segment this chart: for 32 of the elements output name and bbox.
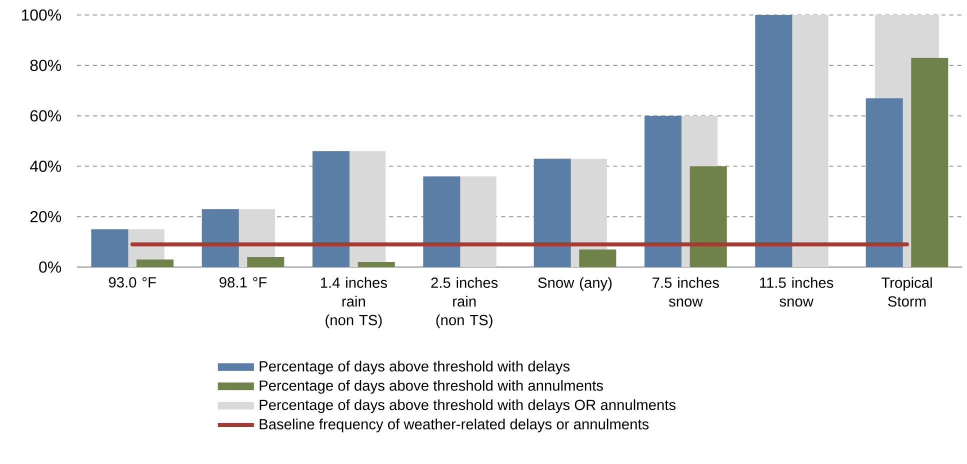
x-tick-label: Tropical Storm [882,277,932,307]
x-tick-label: 1.4 inches rain (non TS) [320,277,387,328]
y-tick-label: 0% [39,261,62,273]
bar [423,176,460,268]
legend-label: Percentage of days above threshold with annulments [260,380,603,394]
bar [312,151,350,268]
y-tick-label: 60% [30,110,62,122]
y-tick-label: 80% [30,60,62,71]
bar [755,14,792,268]
bar [91,229,128,268]
bar [690,166,727,268]
legend-label: Percentage of days above threshold with delays OR annulments [260,399,676,413]
bar [358,262,395,268]
legend-label: Percentage of days above threshold with delays [260,360,570,374]
x-tick-label: 11.5 inches snow [760,277,834,307]
x-tick-label: 2.5 inches rain (non TS) [431,277,498,328]
y-tick-label: 20% [30,210,62,222]
bar [136,259,174,268]
x-tick-label: 98.1 °F [220,277,267,288]
bar [579,249,616,268]
y-tick-label: 100% [22,9,62,21]
bar [202,209,239,268]
bar [534,158,571,268]
legend-label: Baseline frequency of weather-related delays or annulments [260,418,649,432]
bar [866,98,903,268]
y-tick-label: 40% [30,160,62,172]
x-tick-label: Snow (any) [538,277,612,291]
x-tick-label: 93.0 °F [108,277,156,288]
bar [911,58,948,268]
x-tick-label: 7.5 inches snow [652,277,719,307]
bar [247,256,284,268]
bar [644,116,682,268]
